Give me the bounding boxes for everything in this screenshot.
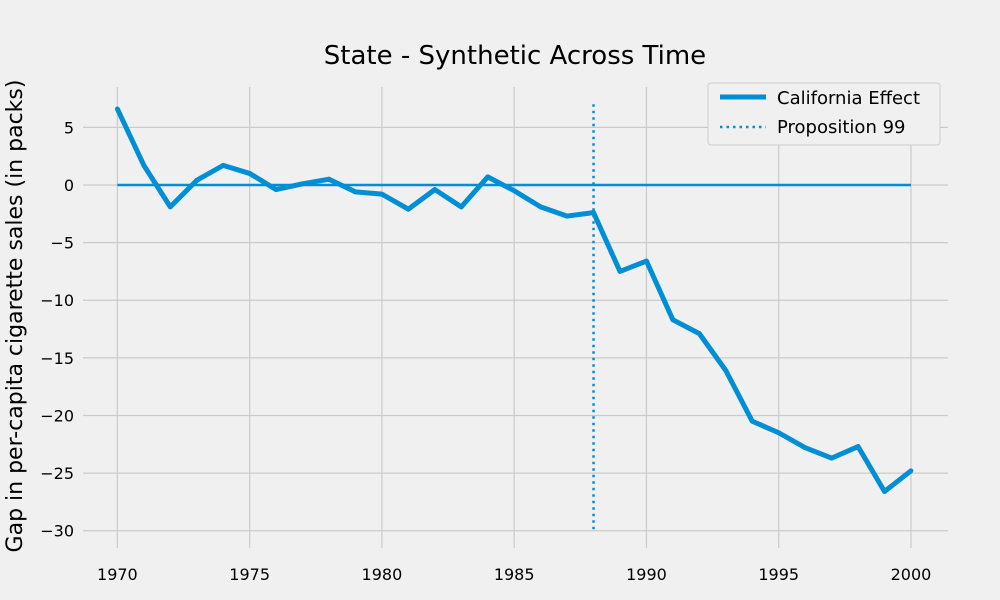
y-axis-title: Gap in per-capita cigarette sales (in pa…	[3, 80, 28, 553]
x-tick-label: 1975	[229, 565, 270, 584]
y-tick-label: −5	[50, 234, 74, 253]
data-point	[379, 191, 385, 197]
y-tick-label: −10	[40, 291, 74, 310]
x-tick-label: 2000	[891, 565, 932, 584]
data-point	[696, 331, 702, 337]
data-point	[405, 206, 411, 212]
y-tick-label: −25	[40, 464, 74, 483]
data-point	[776, 430, 782, 436]
data-point	[300, 181, 305, 187]
data-point	[247, 171, 253, 176]
tick-labels: 1970 1975 1980 1985 1990 1995 2000 −30 −25 −20 −15…	[40, 118, 931, 584]
legend-label-california-effect: California Effect	[777, 88, 920, 109]
legend: California Effect Proposition 99	[707, 82, 941, 146]
chart-title: State - Synthetic Across Time	[324, 41, 706, 71]
x-tick-label: 1995	[758, 565, 799, 584]
data-point	[432, 187, 438, 192]
data-point	[591, 210, 596, 216]
data-point	[564, 213, 570, 219]
x-tick-label: 1990	[626, 565, 667, 584]
data-point	[908, 468, 914, 474]
legend-label-proposition-99: Proposition 99	[777, 117, 905, 138]
data-point	[829, 455, 835, 461]
data-point	[273, 187, 279, 192]
data-point	[749, 418, 755, 424]
plot-area	[114, 104, 914, 531]
data-point	[485, 174, 491, 180]
data-point	[220, 162, 226, 168]
y-tick-label: 0	[64, 176, 74, 195]
data-point	[511, 188, 517, 194]
data-point	[723, 368, 729, 373]
y-tick-label: −30	[40, 522, 74, 541]
data-point	[882, 489, 887, 494]
data-point	[802, 445, 808, 451]
data-point	[167, 204, 173, 210]
data-point	[114, 106, 120, 112]
data-point	[670, 317, 676, 323]
data-point	[855, 444, 861, 449]
data-point	[538, 204, 544, 210]
data-point	[353, 189, 358, 195]
data-point	[326, 176, 332, 182]
y-tick-label: −20	[40, 406, 74, 425]
grid	[83, 87, 948, 548]
y-tick-label: 5	[64, 118, 74, 137]
x-tick-label: 1970	[97, 565, 138, 584]
data-point	[617, 269, 623, 274]
data-point	[141, 162, 147, 168]
y-tick-label: −15	[40, 349, 74, 368]
data-point	[458, 204, 464, 210]
x-tick-label: 1980	[362, 565, 403, 584]
x-tick-label: 1985	[494, 565, 535, 584]
data-point	[644, 258, 649, 264]
data-point	[194, 177, 200, 183]
